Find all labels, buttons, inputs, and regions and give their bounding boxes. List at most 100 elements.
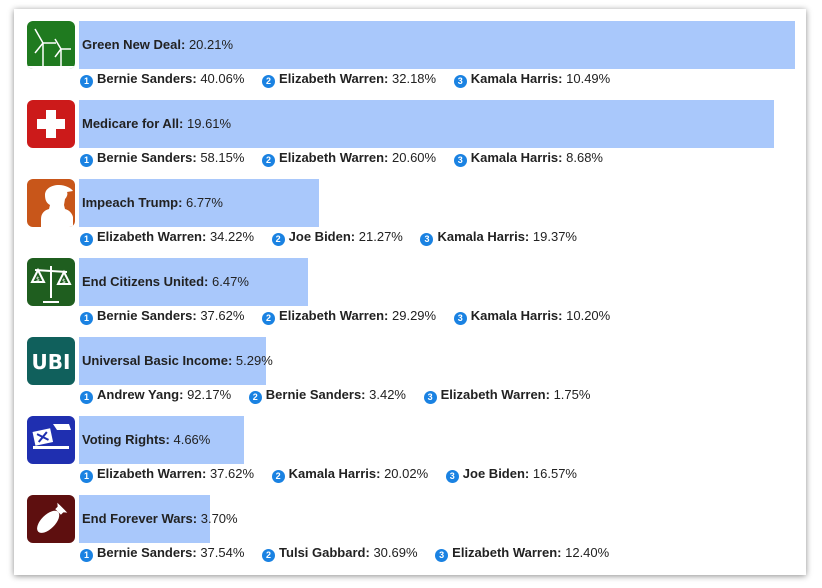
issue-row-voting-rights: Voting Rights: 4.66% 1 Elizabeth Warren: … [14,404,806,483]
candidate-name: Bernie Sanders: [97,545,197,560]
money-scale-icon: $ $ [27,258,75,306]
rank-badge: 1 [80,391,93,404]
candidate-name: Elizabeth Warren: [97,466,207,481]
issue-name: Medicare for All: [82,116,184,131]
rank-badge: 3 [453,154,467,167]
leaders-list: 1 Bernie Sanders: 37.54% 2 Tulsi Gabbard: … [80,543,623,563]
candidate-name: Kamala Harris: [288,466,381,481]
candidate-name: Bernie Sanders: [97,308,197,323]
candidate-pct: 37.54% [200,545,245,560]
rank-badge: 2 [271,233,285,246]
leader-item: 1 Bernie Sanders: 40.06% [80,69,244,89]
issue-name: Universal Basic Income: [82,353,233,368]
candidate-name: Elizabeth Warren: [279,150,389,165]
candidate-pct: 20.02% [384,466,429,481]
rank-badge: 1 [80,470,93,483]
leader-item: 2 Elizabeth Warren: 29.29% [262,306,436,326]
candidate-name: Joe Biden: [462,466,530,481]
leader-item: 3 Joe Biden: 16.57% [445,464,577,484]
issue-label: Voting Rights: 4.66% [82,416,210,464]
leader-item: 1 Elizabeth Warren: 37.62% [80,464,254,484]
candidate-name: Elizabeth Warren: [440,387,550,402]
issue-name: Voting Rights: [82,432,170,447]
leader-item: 3 Elizabeth Warren: 1.75% [423,385,591,405]
bar [79,495,210,543]
bar [79,258,308,306]
leaders-list: 1 Elizabeth Warren: 37.62% 2 Kamala Harris… [80,464,591,484]
issue-row-green-new-deal: Green New Deal: 20.21% 1 Bernie Sanders: … [14,9,806,88]
rank-badge: 1 [80,154,93,167]
candidate-pct: 10.49% [566,71,611,86]
issue-label: Impeach Trump: 6.77% [82,179,223,227]
leader-item: 2 Tulsi Gabbard: 30.69% [262,543,418,563]
candidate-pct: 58.15% [200,150,245,165]
leader-item: 1 Bernie Sanders: 37.54% [80,543,244,563]
medical-cross-icon [27,100,75,148]
candidate-pct: 92.17% [187,387,232,402]
candidate-name: Bernie Sanders: [265,387,366,402]
bar [79,416,244,464]
ubi-icon: UBI [27,337,75,385]
issue-value: 6.47% [212,274,249,289]
rank-badge: 3 [453,75,467,88]
candidate-pct: 10.20% [566,308,611,323]
leader-item: 1 Elizabeth Warren: 34.22% [80,227,254,247]
candidate-name: Joe Biden: [288,229,356,244]
issue-row-medicare-for-all: Medicare for All: 19.61% 1 Bernie Sanders… [14,88,806,167]
svg-text:$: $ [62,278,66,285]
rank-badge: 3 [420,233,434,246]
trump-silhouette-icon [27,179,75,227]
issue-row-end-forever-wars: End Forever Wars: 3.70% 1 Bernie Sanders:… [14,483,806,562]
leader-item: 3 Kamala Harris: 8.68% [453,148,603,168]
leader-item: 2 Joe Biden: 21.27% [271,227,403,247]
leader-item: 1 Andrew Yang: 92.17% [80,385,231,405]
issue-value: 6.77% [186,195,223,210]
candidate-name: Elizabeth Warren: [279,308,389,323]
ballot-box-icon [27,416,75,464]
rank-badge: 1 [80,75,93,88]
candidate-name: Elizabeth Warren: [452,545,562,560]
leader-item: 2 Elizabeth Warren: 20.60% [262,148,436,168]
candidate-name: Kamala Harris: [437,229,530,244]
rank-badge: 3 [445,470,459,483]
issue-row-impeach-trump: Impeach Trump: 6.77% 1 Elizabeth Warren: … [14,167,806,246]
issue-row-universal-basic-income: UBI Universal Basic Income: 5.29% 1 Andre… [14,325,806,404]
leader-item: 3 Kamala Harris: 10.49% [453,69,611,89]
rank-badge: 1 [80,233,93,246]
candidate-name: Elizabeth Warren: [97,229,207,244]
bar [79,337,266,385]
rank-badge: 2 [262,549,276,562]
candidate-name: Bernie Sanders: [97,150,197,165]
candidate-name: Kamala Harris: [470,308,563,323]
bar [79,100,774,148]
rank-badge: 1 [80,312,93,325]
candidate-pct: 8.68% [566,150,603,165]
leader-item: 2 Elizabeth Warren: 32.18% [262,69,436,89]
leader-item: 2 Kamala Harris: 20.02% [271,464,429,484]
leader-item: 3 Kamala Harris: 10.20% [453,306,611,326]
candidate-name: Bernie Sanders: [97,71,197,86]
candidate-pct: 1.75% [553,387,591,402]
issue-name: Impeach Trump: [82,195,183,210]
candidate-pct: 21.27% [358,229,403,244]
leaders-list: 1 Andrew Yang: 92.17% 2 Bernie Sanders: 3.… [80,385,604,405]
issue-value: 19.61% [187,116,232,131]
leaders-list: 1 Bernie Sanders: 58.15% 2 Elizabeth Warre… [80,148,617,168]
leader-item: 2 Bernie Sanders: 3.42% [248,385,406,405]
bar [79,179,319,227]
issue-value: 4.66% [173,432,211,447]
issue-name: End Forever Wars: [82,511,198,526]
rank-badge: 2 [262,312,276,325]
issue-value: 3.70% [200,511,238,526]
bar [79,21,795,69]
candidate-pct: 40.06% [200,71,245,86]
leader-item: 3 Kamala Harris: 19.37% [420,227,577,247]
candidate-pct: 32.18% [392,71,437,86]
issue-row-end-citizens-united: $ $ End Citizens United: 6.47% 1 Bernie S… [14,246,806,325]
candidate-pct: 37.62% [209,466,255,481]
leader-item: 3 Elizabeth Warren: 12.40% [435,543,609,563]
issue-label: End Citizens United: 6.47% [82,258,249,306]
rank-badge: 2 [262,75,276,88]
rank-badge: 3 [453,312,467,325]
candidate-pct: 12.40% [565,545,610,560]
